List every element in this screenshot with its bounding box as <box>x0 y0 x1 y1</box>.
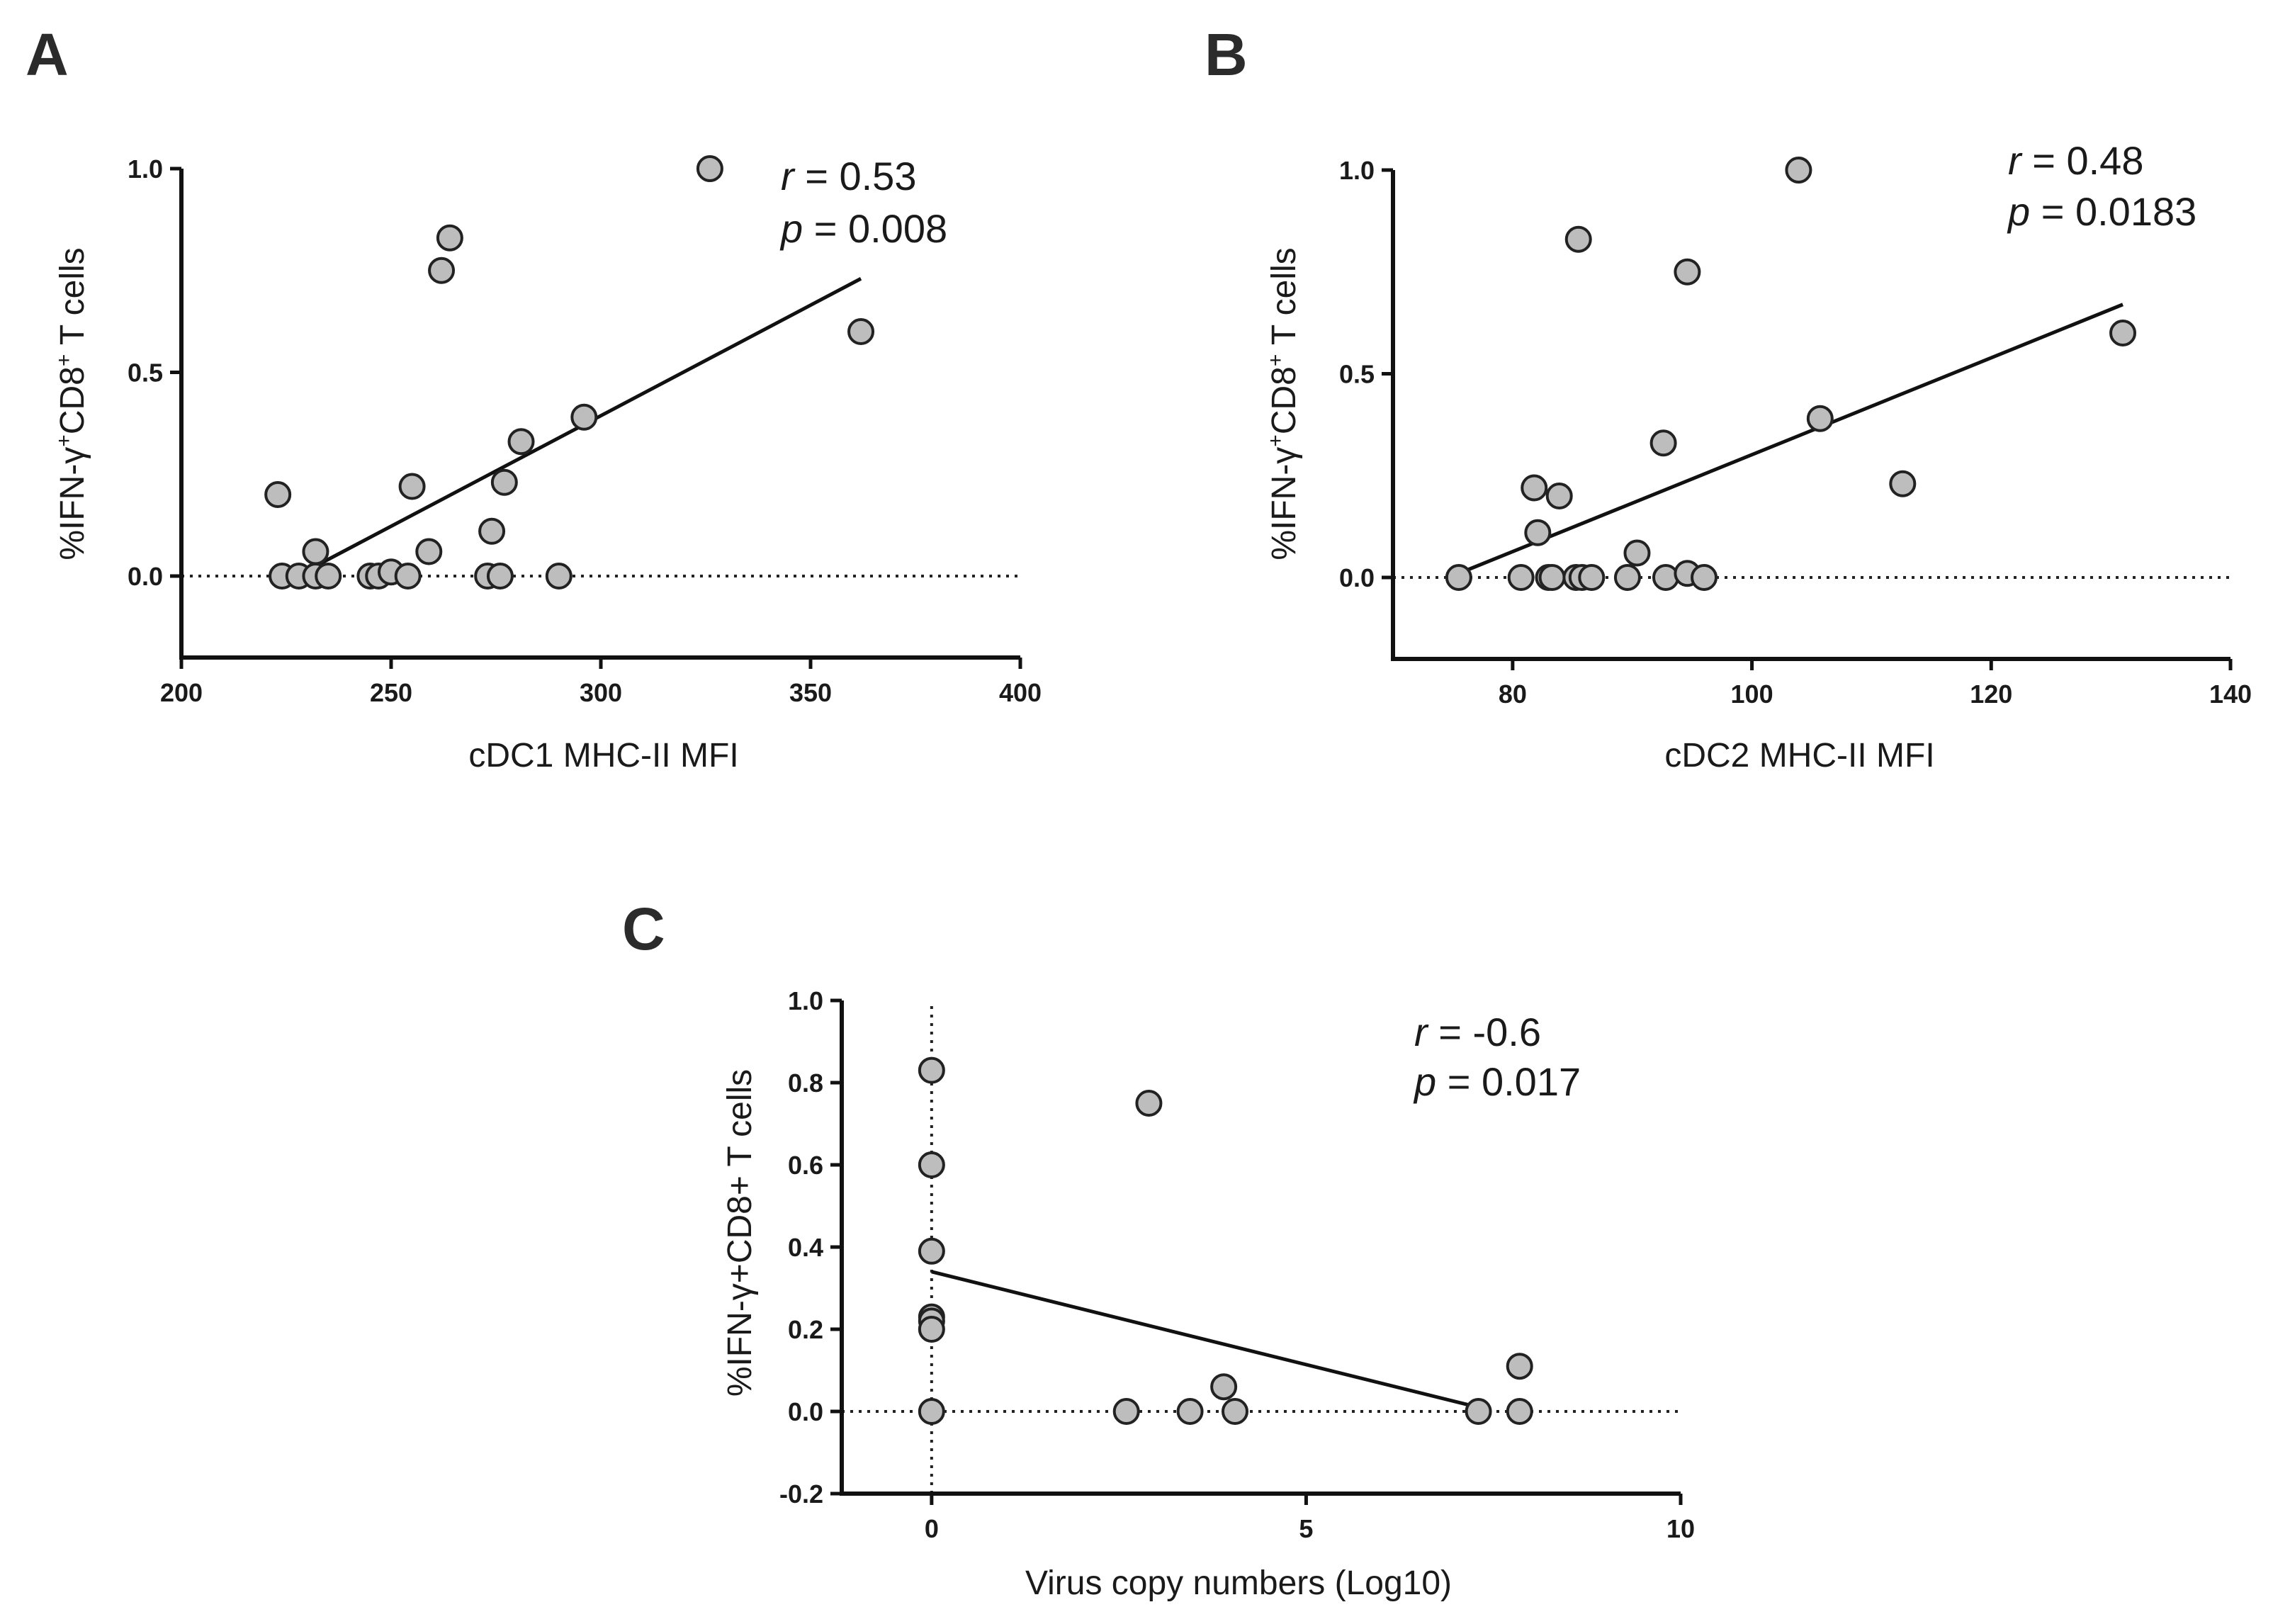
data-point-c <box>1506 1398 1533 1425</box>
r-stat-c: r = -0.6 <box>1414 1010 1541 1054</box>
x-axis-title-b: cDC2 MHC-II MFI <box>1664 737 1934 774</box>
data-point-c <box>1210 1373 1238 1401</box>
y-tick-label-c: 0.8 <box>788 1068 823 1098</box>
x-tick-label-b: 140 <box>2209 680 2252 709</box>
panel-c: C %IFN-γ+CD8+ T cells Virus copy numbers… <box>622 896 1695 1602</box>
y-tick-label-b: 0.5 <box>1339 360 1375 389</box>
y-tick-label-c: 0.4 <box>788 1233 823 1262</box>
y-tick-label-c: -0.2 <box>779 1479 823 1509</box>
data-point-a <box>398 473 426 500</box>
x-tick-label-a: 400 <box>999 678 1042 707</box>
data-point-b <box>1674 258 1701 286</box>
x-tick-label-b: 120 <box>1970 680 2012 709</box>
data-point-b <box>1578 564 1606 591</box>
data-point-b <box>1538 564 1566 591</box>
p-stat-b: p = 0.0183 <box>2007 189 2196 234</box>
data-point-a <box>315 563 342 590</box>
data-point-c <box>1465 1398 1492 1425</box>
data-point-c <box>918 1151 945 1178</box>
data-point-a <box>486 563 514 590</box>
y-tick-label-a: 0.0 <box>128 562 163 591</box>
data-point-a <box>478 517 506 545</box>
data-point-b <box>1806 405 1834 432</box>
data-point-c <box>918 1316 945 1343</box>
fit-line-b <box>1457 303 2123 575</box>
data-point-a <box>696 155 723 182</box>
data-point-b <box>1564 225 1592 253</box>
data-point-c <box>918 1056 945 1084</box>
x-axis-title-c: Virus copy numbers (Log10) <box>1025 1564 1452 1602</box>
x-tick-label-a: 350 <box>789 678 832 707</box>
data-point-a <box>302 538 329 565</box>
data-point-b <box>1445 564 1472 591</box>
data-point-b <box>1652 564 1679 591</box>
panel-label-b: B <box>1205 21 1248 88</box>
data-point-b <box>1649 429 1677 457</box>
data-point-b <box>1691 564 1718 591</box>
x-tick-label-c: 10 <box>1666 1514 1695 1543</box>
y-tick-label-a: 1.0 <box>128 154 163 184</box>
data-point-a <box>436 224 463 252</box>
data-point-b <box>2109 320 2137 346</box>
data-point-c <box>1506 1353 1533 1380</box>
x-tick-label-b: 100 <box>1731 680 1773 709</box>
data-point-b <box>1613 564 1641 591</box>
panel-b: B %IFN-γ+CD8+ T cells cDC2 MHC-II MFI r … <box>1205 21 2252 774</box>
data-point-a <box>545 563 573 590</box>
data-point-b <box>1524 519 1552 546</box>
data-point-b <box>1785 157 1812 184</box>
data-point-a <box>847 318 875 345</box>
data-point-c <box>1112 1398 1140 1425</box>
y-tick-label-c: 0.0 <box>788 1397 823 1426</box>
data-point-a <box>415 538 443 565</box>
x-tick-label-c: 0 <box>925 1514 939 1543</box>
data-point-a <box>507 428 535 456</box>
data-point-c <box>918 1398 945 1425</box>
x-tick-label-c: 5 <box>1299 1514 1313 1543</box>
y-axis-title-c: %IFN-γ+CD8+ T cells <box>721 1069 759 1397</box>
x-tick-label-a: 250 <box>370 678 412 707</box>
x-tick-label-a: 300 <box>580 678 622 707</box>
y-tick-label-b: 0.0 <box>1339 563 1375 592</box>
data-point-a <box>394 563 422 590</box>
panel-label-a: A <box>26 21 69 88</box>
r-stat-a: r = 0.53 <box>781 154 916 198</box>
data-point-a <box>428 256 456 284</box>
data-point-a <box>264 481 292 508</box>
data-point-b <box>1545 483 1573 509</box>
p-stat-c: p = 0.017 <box>1413 1059 1581 1104</box>
data-point-a <box>490 468 518 496</box>
data-point-c <box>1176 1398 1204 1425</box>
r-stat-b: r = 0.48 <box>2008 138 2143 183</box>
data-point-b <box>1889 470 1917 497</box>
y-tick-label-c: 0.2 <box>788 1315 823 1344</box>
y-tick-label-a: 0.5 <box>128 359 163 388</box>
y-axis-title-b: %IFN-γ+CD8+ T cells <box>1264 247 1303 560</box>
x-tick-label-a: 200 <box>160 678 203 707</box>
y-tick-label-c: 1.0 <box>788 986 823 1015</box>
data-point-c <box>1222 1398 1248 1425</box>
panel-a: A %IFN-γ+CD8+ T cells cDC1 MHC-II MFI r … <box>26 21 1042 774</box>
data-point-c <box>1135 1090 1163 1117</box>
y-tick-label-c: 0.6 <box>788 1151 823 1180</box>
y-axis-title-a: %IFN-γ+CD8+ T cells <box>52 247 91 560</box>
data-point-b <box>1521 474 1548 502</box>
p-stat-a: p = 0.008 <box>779 206 947 251</box>
data-point-b <box>1507 564 1535 591</box>
x-tick-label-b: 80 <box>1499 680 1527 709</box>
panel-label-c: C <box>622 896 665 962</box>
data-point-b <box>1623 539 1651 567</box>
x-axis-title-a: cDC1 MHC-II MFI <box>468 737 738 774</box>
data-point-c <box>918 1237 945 1265</box>
y-tick-label-b: 1.0 <box>1339 156 1375 185</box>
fit-line-c <box>931 1270 1479 1409</box>
data-point-a <box>570 403 598 431</box>
